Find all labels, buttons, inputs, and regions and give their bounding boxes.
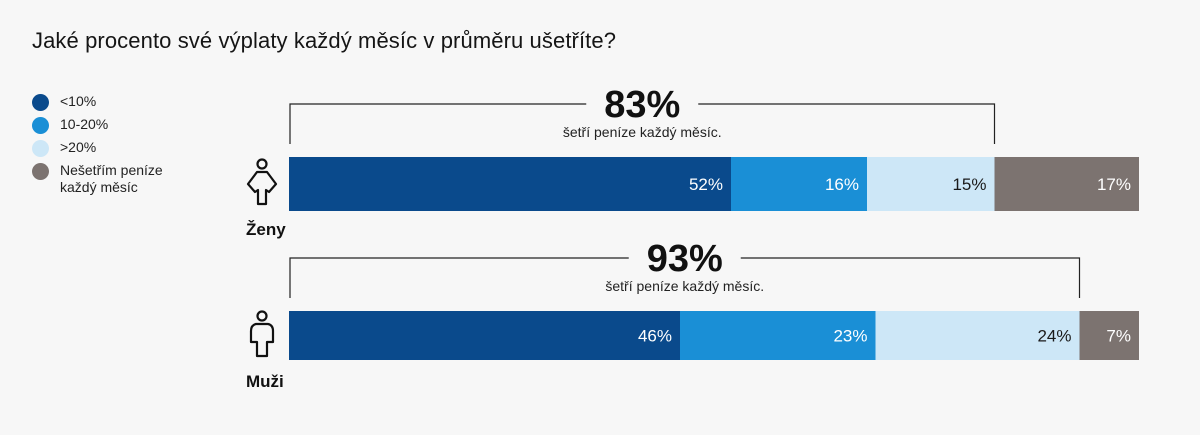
legend: <10% 10-20% >20% Nešetřím peníze každý m… <box>32 93 200 201</box>
legend-label: <10% <box>60 93 97 109</box>
saver-percentage: 83% <box>604 84 680 126</box>
segment-label: 16% <box>825 175 859 194</box>
saver-caption: šetří peníze každý měsíc. <box>563 124 722 140</box>
segment-label: 17% <box>1097 175 1131 194</box>
saver-bracket <box>289 103 996 144</box>
legend-swatch <box>32 140 49 157</box>
legend-label: 10-20% <box>60 116 109 132</box>
bar-segment <box>731 157 867 211</box>
bar-segment <box>867 157 995 211</box>
bar-segment <box>289 157 731 211</box>
legend-swatch <box>32 163 49 180</box>
bar-segment <box>680 311 876 360</box>
saver-percentage: 93% <box>647 238 723 280</box>
segment-label: 24% <box>1037 327 1071 346</box>
category-label: Muži <box>246 372 284 391</box>
legend-label: Nešetřím peníze každý měsíc <box>60 162 163 195</box>
legend-swatch <box>32 94 49 111</box>
legend-swatch <box>32 117 49 134</box>
female-icon <box>246 158 278 206</box>
segment-label: 23% <box>833 327 867 346</box>
saver-caption: šetří peníze každý měsíc. <box>605 278 764 294</box>
segment-label: 46% <box>638 327 672 346</box>
legend-label: >20% <box>60 139 97 155</box>
bar-segment <box>1079 311 1139 360</box>
bar-segment <box>875 311 1080 360</box>
legend-item: <10% <box>32 93 200 111</box>
bar-segment <box>994 157 1139 211</box>
saver-bracket <box>289 257 1081 298</box>
segment-label: 52% <box>689 175 723 194</box>
segment-label: 7% <box>1106 327 1131 346</box>
bar-segment <box>289 311 680 360</box>
legend-item: Nešetřím peníze každý měsíc <box>32 162 200 196</box>
chart-title: Jaké procento své výplaty každý měsíc v … <box>32 28 617 53</box>
male-icon <box>249 310 275 358</box>
legend-item: >20% <box>32 139 200 157</box>
category-label: Ženy <box>246 220 286 239</box>
legend-item: 10-20% <box>32 116 200 134</box>
segment-label: 15% <box>952 175 986 194</box>
